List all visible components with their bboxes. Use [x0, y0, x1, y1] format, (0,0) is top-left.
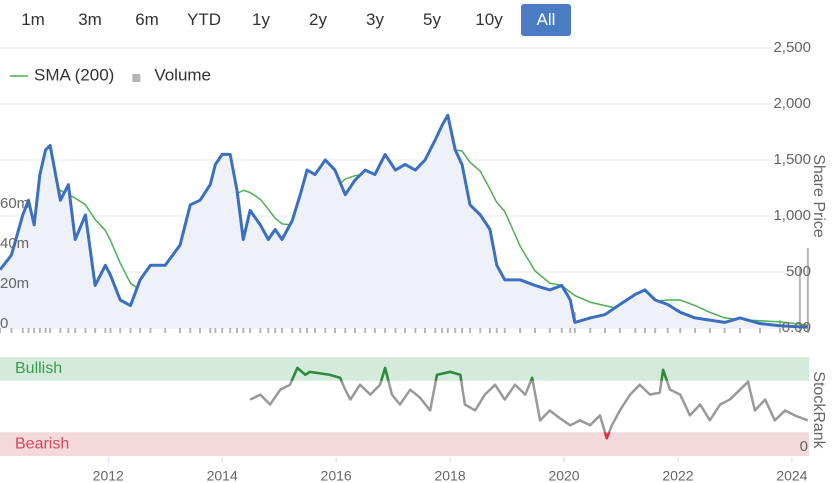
band-label: Bullish — [15, 360, 62, 377]
range-button[interactable]: 10y — [464, 4, 514, 36]
range-button[interactable]: YTD — [179, 4, 229, 36]
y-tick-label: 1,000 — [773, 207, 811, 224]
y-tick-label: 0 — [800, 438, 808, 455]
volume-bar — [198, 324, 201, 333]
y-tick-label: 500 — [786, 263, 811, 280]
x-tick-label: 2014 — [207, 468, 238, 483]
y2-tick-label: 40m — [0, 235, 29, 252]
range-selector: 1m 3m 6m YTD 1y 2y 3y 5y 10y All — [0, 4, 837, 36]
volume-bar — [324, 324, 327, 333]
volume-bar — [314, 324, 317, 333]
volume-bar — [109, 324, 112, 333]
y-tick-label: 2,500 — [773, 39, 811, 56]
price-line — [0, 113, 808, 329]
volume-bar — [33, 326, 36, 333]
legend-label: Volume — [154, 65, 211, 84]
y-tick-label: 2,000 — [773, 95, 811, 112]
band — [0, 357, 809, 381]
volume-bar — [414, 324, 417, 333]
volume-bar — [229, 324, 232, 333]
range-button[interactable]: 1m — [8, 4, 58, 36]
band-label: Bearish — [15, 435, 69, 452]
price-plot — [0, 47, 809, 333]
y-tick-label: 0.00 — [782, 319, 811, 336]
volume-bar — [27, 326, 30, 333]
y-axis-title: StockRank — [810, 371, 827, 449]
volume-bar — [384, 324, 387, 333]
volume-bar — [67, 324, 70, 333]
volume-bar — [10, 326, 13, 333]
volume-bar — [259, 324, 262, 333]
volume-bar — [267, 324, 270, 333]
volume-bar — [291, 324, 294, 333]
volume-bar — [84, 324, 87, 333]
volume-bar — [179, 324, 182, 333]
range-button[interactable]: 3y — [350, 4, 400, 36]
volume-bar — [44, 324, 47, 333]
range-button[interactable]: All — [521, 4, 571, 36]
volume-bar — [798, 268, 801, 333]
range-button[interactable]: 1y — [236, 4, 286, 36]
range-button[interactable]: 5y — [407, 4, 457, 36]
volume-bar — [394, 324, 397, 333]
axes: 0.00 500 1,000 1,500 2,000 2,500 0 20m 40m 60m SMA… — [0, 39, 811, 483]
volume-bar — [38, 324, 41, 333]
volume-bar — [404, 324, 407, 333]
volume-bar — [306, 324, 309, 333]
volume-bar — [59, 324, 62, 333]
volume-bar — [353, 324, 356, 333]
volume-bar — [281, 324, 284, 333]
volume-bar — [806, 248, 809, 333]
x-tick-label: 2024 — [776, 468, 807, 483]
x-tick-label: 2012 — [93, 468, 124, 483]
price-area — [0, 115, 808, 328]
volume-bar — [149, 324, 152, 333]
volume-bar — [21, 324, 24, 333]
y-axis-title: Share Price — [810, 154, 827, 238]
x-tick-label: 2022 — [662, 468, 693, 483]
x-tick-label: 2016 — [321, 468, 352, 483]
band — [0, 432, 809, 456]
volume-bar — [236, 324, 239, 333]
volume-bar — [164, 324, 167, 333]
volume-bar — [74, 326, 77, 333]
rank-line — [249, 366, 809, 440]
y2-tick-label: 20m — [0, 275, 29, 292]
range-button[interactable]: 3m — [65, 4, 115, 36]
volume-bar — [249, 324, 252, 333]
legend-swatch — [132, 74, 141, 82]
y2-tick-label: 60m — [0, 195, 29, 212]
range-button[interactable]: 2y — [293, 4, 343, 36]
volume-bar — [364, 324, 367, 333]
volume-bar — [139, 324, 142, 333]
range-button[interactable]: 6m — [122, 4, 172, 36]
volume-bar — [104, 324, 107, 333]
volume-bar — [424, 324, 427, 333]
x-tick-label: 2020 — [548, 468, 579, 483]
volume-bar — [274, 324, 277, 333]
rank-plot: Bullish Bearish — [0, 357, 809, 456]
x-tick-label: 2018 — [434, 468, 465, 483]
y2-tick-label: 0 — [0, 315, 8, 332]
legend-label: SMA (200) — [34, 65, 114, 84]
volume-bar — [0, 324, 1, 333]
y-tick-label: 1,500 — [773, 151, 811, 168]
volume-bar — [373, 324, 376, 333]
